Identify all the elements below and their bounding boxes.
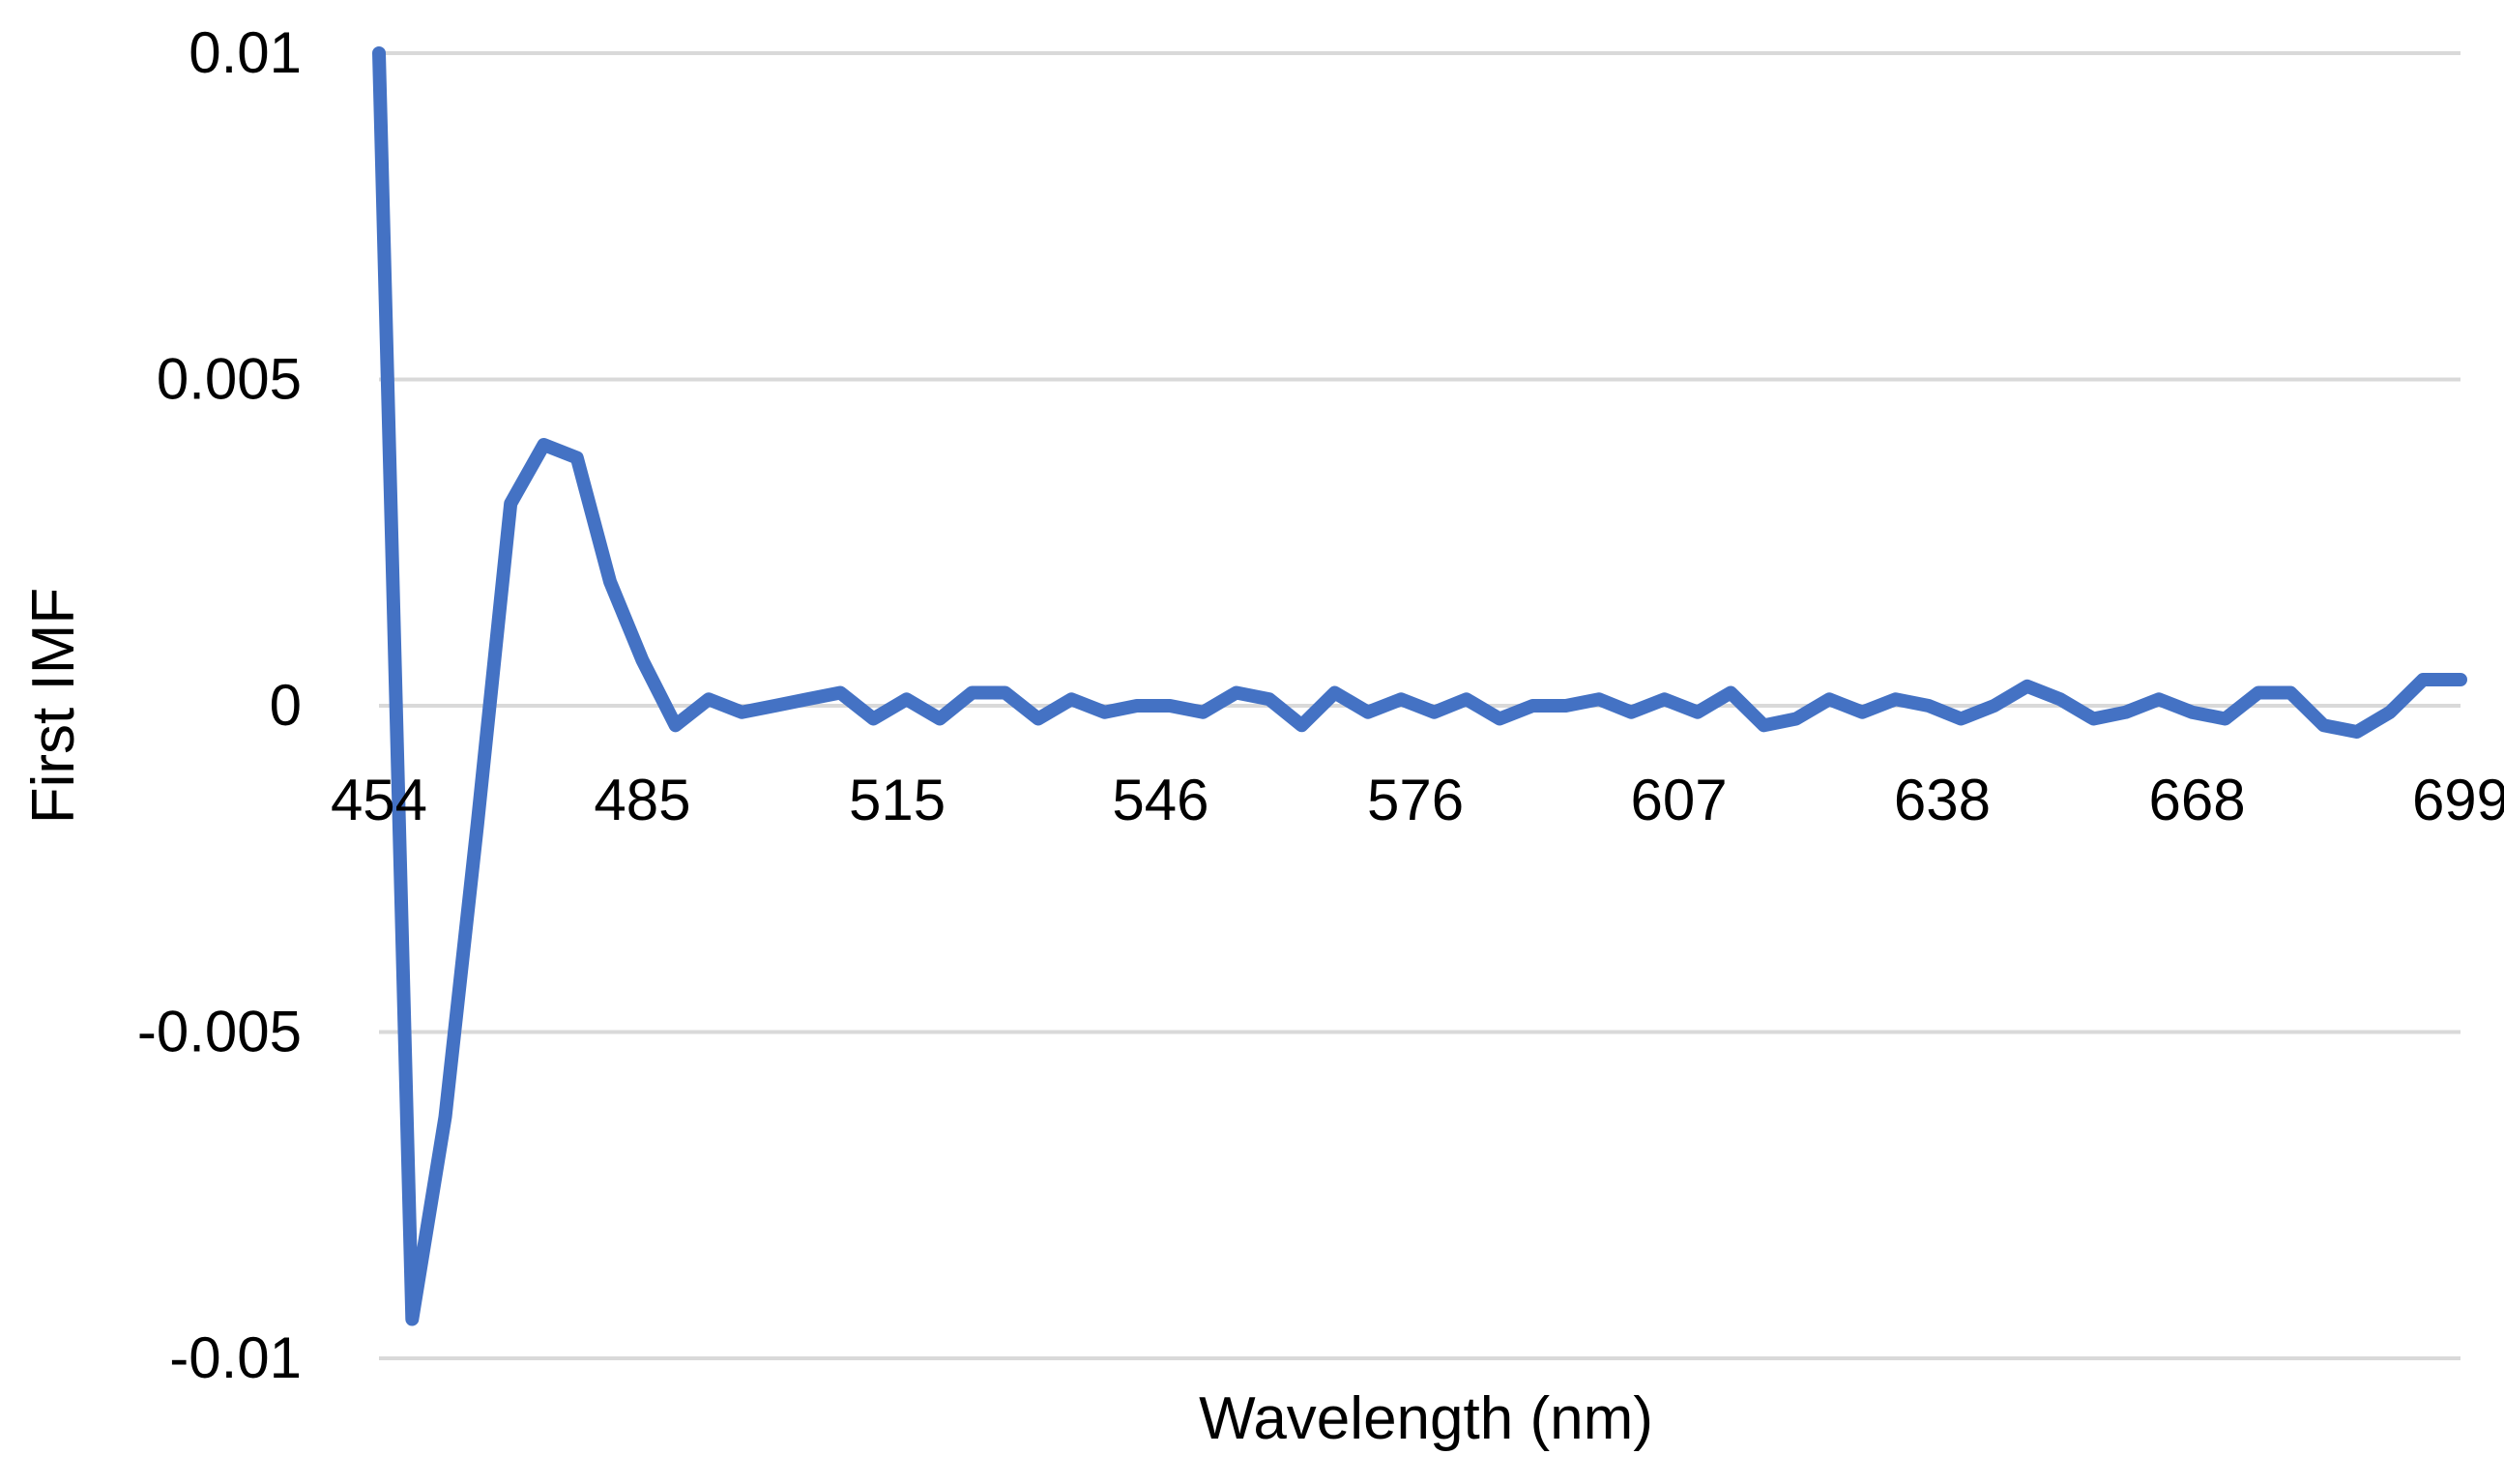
x-tick-label: 485 [594,768,690,832]
series-line [372,46,2467,1326]
y-tick-label: 0.01 [189,20,302,85]
x-tick-label: 638 [1894,768,1991,832]
x-axis-title: Wavelength (nm) [1199,1385,1653,1452]
x-tick-label: 576 [1367,768,1464,832]
plot-area [372,46,2467,1326]
y-tick-label: 0 [270,673,302,738]
y-axis-ticks: 0.01 0.005 0 -0.005 -0.01 [137,20,302,1390]
x-tick-label: 454 [331,768,427,832]
x-tick-label: 546 [1112,768,1208,832]
y-tick-label: 0.005 [157,347,302,412]
y-tick-label: -0.01 [169,1325,302,1390]
x-tick-label: 607 [1630,768,1727,832]
x-axis-ticks: 454 485 515 546 576 607 638 668 699 [331,768,2504,832]
x-tick-label: 515 [849,768,946,832]
y-tick-label: -0.005 [137,1000,302,1064]
x-tick-label: 668 [2149,768,2246,832]
y-axis-title: First IMF [20,588,87,825]
x-tick-label: 699 [2412,768,2504,832]
